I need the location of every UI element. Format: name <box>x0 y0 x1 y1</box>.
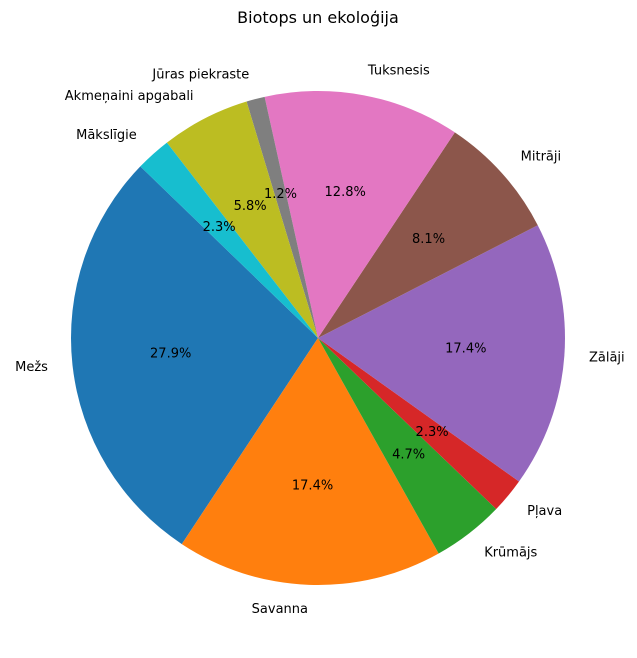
slice-label-akmenaini-apgabali: Akmeņaini apgabali <box>65 89 194 104</box>
slice-percent-krumajs: 4.7% <box>392 448 425 463</box>
pie-slice-krumajs <box>318 338 497 554</box>
slice-percent-juras-piekraste: 1.2% <box>264 187 297 202</box>
slice-percent-mezs: 27.9% <box>150 347 191 362</box>
slice-label-zalaji: Zālāji <box>589 350 625 365</box>
slice-percent-maksligie: 2.3% <box>203 220 236 235</box>
pie-slice-maksligie <box>140 142 318 338</box>
slice-percent-zalaji: 17.4% <box>445 341 486 356</box>
pie-slice-plava <box>318 338 520 510</box>
pie-slice-mitraji <box>318 132 538 338</box>
pie-slice-mezs <box>70 166 318 545</box>
pie-labels: Mežs 27.9% Savanna 17.4% Krūmājs 4.7% Pļava 2.3… <box>15 63 625 617</box>
pie-slice-tuksnesis <box>264 90 455 339</box>
slice-percent-akmenaini-apgabali: 5.8% <box>234 199 267 214</box>
slice-label-mezs: Mežs <box>15 360 48 375</box>
slice-label-tuksnesis: Tuksnesis <box>367 63 430 78</box>
slice-percent-savanna: 17.4% <box>292 479 333 494</box>
slice-label-krumajs: Krūmājs <box>484 545 537 560</box>
slice-label-plava: Pļava <box>527 504 562 519</box>
slice-label-juras-piekraste: Jūras piekraste <box>151 68 249 83</box>
slice-percent-tuksnesis: 12.8% <box>325 185 366 200</box>
pie-slice-akmenaini-apgabali <box>166 101 318 338</box>
slice-label-mitraji: Mitrāji <box>521 150 561 165</box>
pie-slice-juras-piekraste <box>246 96 318 338</box>
slice-label-savanna: Savanna <box>252 602 308 617</box>
chart-title: Biotops un ekoloģija <box>237 8 399 27</box>
slice-percent-mitraji: 8.1% <box>412 232 445 247</box>
pie-slice-savanna <box>181 338 439 585</box>
slice-label-maksligie: Mākslīgie <box>76 128 137 143</box>
slice-percent-plava: 2.3% <box>416 425 449 440</box>
pie-slices <box>70 90 565 585</box>
pie-slice-zalaji <box>318 225 565 482</box>
